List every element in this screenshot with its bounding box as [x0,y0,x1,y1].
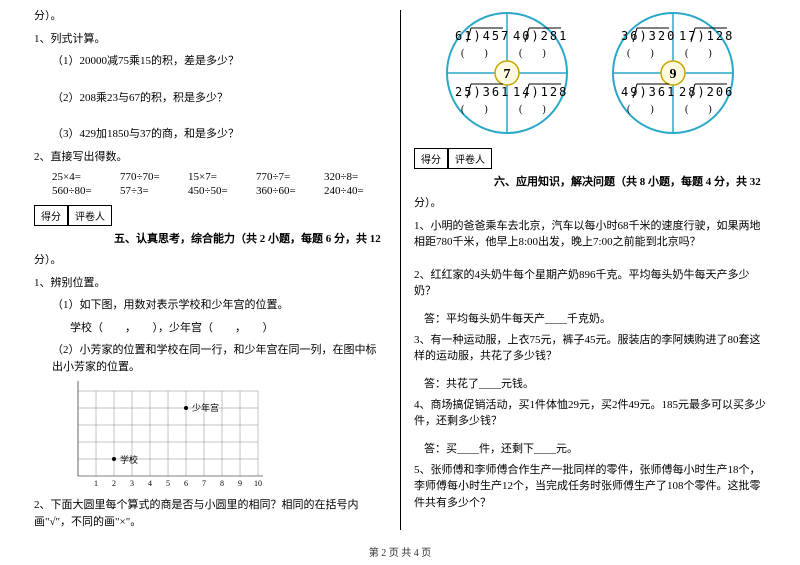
m-r2c2: 57÷3= [120,185,174,197]
m-r2c1: 560÷80= [52,185,106,197]
p1a: （1）如下图，用数对表示学校和少年宫的位置。 [52,297,386,314]
svg-text:( ): ( ) [519,104,546,115]
svg-text:7: 7 [504,67,511,82]
m-r1c5: 320÷8= [324,171,378,183]
circle-7: 7 61)457 40)281 25)361 14)128 ( ) ( ) ( … [427,8,587,138]
svg-text:9: 9 [238,479,242,488]
m-r1c4: 770÷7= [256,171,310,183]
score-box-5: 得分 评卷人 [34,205,386,226]
q1b: （2）208乘23与67的积，积是多少？ [52,90,386,107]
section-5-title: 五、认真思考，综合能力（共 2 小题，每题 6 分，共 12 [114,230,386,246]
m-r2c3: 450÷50= [188,185,242,197]
svg-text:40)281: 40)281 [513,29,568,43]
svg-text:( ): ( ) [685,48,712,59]
score-label: 得分 [34,205,68,226]
svg-text:( ): ( ) [685,104,712,115]
r-q1: 1、小明的爸爸乘车去北京，汽车以每小时68千米的速度行驶，如果两地相距780千米… [414,218,766,251]
svg-text:( ): ( ) [461,48,488,59]
r-a3: 答：共花了____元钱。 [424,375,766,391]
svg-text:4: 4 [148,479,152,488]
q1: 1、列式计算。 [34,31,386,48]
math-row-2: 560÷80= 57÷3= 450÷50= 360÷60= 240÷40= [52,185,386,197]
p1b: （2）小芳家的位置和学校在同一行，和少年宫在同一列，在图中标出小芳家的位置。 [52,342,386,375]
svg-text:学校: 学校 [120,454,138,465]
svg-text:( ): ( ) [461,104,488,115]
r-q4: 4、商场搞促销活动，买1件体恤29元，买2件49元。185元最多可以买多少件，还… [414,397,766,430]
svg-text:3: 3 [130,479,134,488]
r-q3: 3、有一种运动服，上衣75元，裤子45元。服装店的李阿姨购进了80套这样的运动服… [414,332,766,365]
grader-label-6: 评卷人 [448,148,492,169]
svg-text:( ): ( ) [627,104,654,115]
circle-diagrams: 7 61)457 40)281 25)361 14)128 ( ) ( ) ( … [414,8,766,138]
m-r1c2: 770÷70= [120,171,174,183]
grader-label: 评卷人 [68,205,112,226]
svg-text:61)457: 61)457 [455,29,510,43]
r-a4: 答：买____件，还剩下____元。 [424,440,766,456]
math-row-1: 25×4= 770÷70= 15×7= 770÷7= 320÷8= [52,171,386,183]
svg-text:( ): ( ) [519,48,546,59]
svg-text:36)320: 36)320 [621,29,676,43]
fen-6: 分）。 [414,195,766,212]
fen-5: 分）。 [34,252,386,269]
m-r2c4: 360÷60= [256,185,310,197]
svg-text:2: 2 [112,479,116,488]
svg-text:1: 1 [94,479,98,488]
svg-text:6: 6 [184,479,188,488]
p1a1: 学校（ ， ），少年宫（ ， ） [70,320,386,337]
q1c: （3）429加1850与37的商，和是多少？ [52,126,386,143]
svg-text:5: 5 [166,479,170,488]
svg-text:25)361: 25)361 [455,85,510,99]
score-label-6: 得分 [414,148,448,169]
p2: 2、下面大圆里每个算式的商是否与小圆里的相同？相同的在括号内画"√"，不同的画"… [34,497,386,530]
svg-text:7: 7 [202,479,206,488]
page-footer: 第 2 页 共 4 页 [0,544,800,559]
svg-text:( ): ( ) [627,48,654,59]
fen-cont: 分）。 [34,8,386,25]
m-r1c3: 15×7= [188,171,242,183]
svg-text:10: 10 [254,479,262,488]
svg-text:9: 9 [670,67,677,82]
p1: 1、辨别位置。 [34,275,386,292]
r-a2: 答：平均每头奶牛每天产____千克奶。 [424,310,766,326]
svg-text:14)128: 14)128 [513,85,568,99]
section-6-title: 六、应用知识，解决问题（共 8 小题，每题 4 分，共 32 [494,173,766,189]
svg-text:17)128: 17)128 [679,29,734,43]
m-r1c1: 25×4= [52,171,106,183]
m-r2c5: 240÷40= [324,185,378,197]
svg-text:49)361: 49)361 [621,85,676,99]
svg-text:8: 8 [220,479,224,488]
circle-9: 9 36)320 17)128 49)361 28)206 ( ) ( ) ( … [593,8,753,138]
q2: 2、直接写出得数。 [34,149,386,166]
score-box-6: 得分 评卷人 [414,148,766,169]
svg-text:28)206: 28)206 [679,85,734,99]
svg-text:少年宫: 少年宫 [192,402,219,413]
r-q2: 2、红红家的4头奶牛每个星期产奶896千克。平均每头奶牛每天产多少奶？ [414,267,766,300]
coordinate-grid: 少年宫 学校 1 2 3 4 5 6 7 8 9 10 [68,381,386,491]
q1a: （1）20000减75乘15的积，差是多少？ [52,53,386,70]
r-q5: 5、张师傅和李师傅合作生产一批同样的零件，张师傅每小时生产18个，李师傅每小时生… [414,462,766,512]
